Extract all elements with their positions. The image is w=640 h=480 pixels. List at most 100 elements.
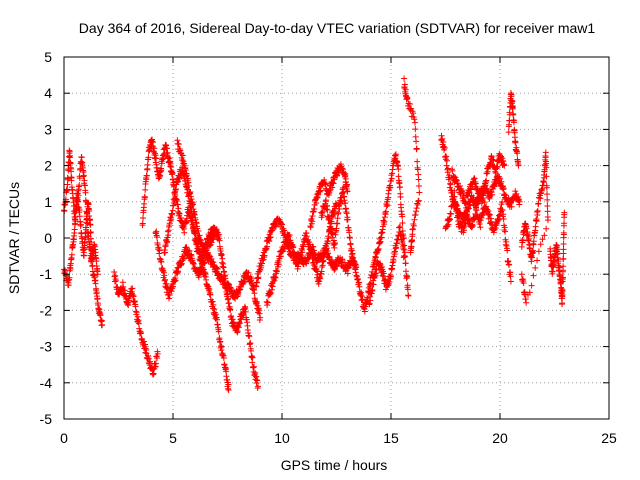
data-point-marker xyxy=(64,175,71,182)
data-point-marker xyxy=(449,202,456,209)
data-point-marker xyxy=(399,213,406,220)
data-point-marker xyxy=(242,308,249,315)
data-point-marker xyxy=(447,210,454,217)
data-point-marker xyxy=(129,285,136,292)
data-point-marker xyxy=(443,153,450,160)
data-point-marker xyxy=(203,255,210,262)
x-tick-label: 25 xyxy=(601,430,617,446)
data-point-marker xyxy=(410,221,417,228)
data-point-marker xyxy=(493,163,500,170)
data-point-marker xyxy=(176,174,183,181)
data-point-marker xyxy=(317,187,324,194)
data-point-marker xyxy=(413,208,420,215)
data-point-marker xyxy=(220,354,227,361)
data-point-marker xyxy=(518,243,525,250)
y-tick-label: 4 xyxy=(44,85,52,101)
data-point-marker xyxy=(297,256,304,263)
data-point-marker xyxy=(156,247,163,254)
data-point-marker xyxy=(451,187,458,194)
data-point-marker xyxy=(414,200,421,207)
data-point-marker xyxy=(560,263,567,270)
data-point-marker xyxy=(354,275,361,282)
data-point-marker xyxy=(544,217,551,224)
data-point-marker xyxy=(509,98,516,105)
data-point-marker xyxy=(158,258,165,265)
data-point-marker xyxy=(445,165,452,172)
data-point-marker xyxy=(76,182,83,189)
data-point-marker xyxy=(544,202,551,209)
data-point-marker xyxy=(528,282,535,289)
data-point-marker xyxy=(335,209,342,216)
data-point-marker xyxy=(542,149,549,156)
data-point-marker xyxy=(277,253,284,260)
data-point-marker xyxy=(256,310,263,317)
data-point-marker xyxy=(402,260,409,267)
data-point-marker xyxy=(253,373,260,380)
data-point-marker xyxy=(99,321,106,328)
data-point-marker xyxy=(249,354,256,361)
data-point-marker xyxy=(72,216,79,223)
data-point-marker xyxy=(344,216,351,223)
data-point-marker xyxy=(353,264,360,271)
data-point-marker xyxy=(210,301,217,308)
y-tick-label: -1 xyxy=(40,266,53,282)
data-point-marker xyxy=(298,252,305,259)
data-point-marker xyxy=(82,189,89,196)
data-point-marker xyxy=(154,355,161,362)
data-point-marker xyxy=(512,138,519,145)
data-point-marker xyxy=(76,175,83,182)
data-point-marker xyxy=(401,81,408,88)
data-point-marker xyxy=(133,309,140,316)
data-point-marker xyxy=(343,210,350,217)
data-point-marker xyxy=(466,189,473,196)
data-point-marker xyxy=(198,268,205,275)
data-point-marker xyxy=(520,289,527,296)
data-point-marker xyxy=(68,251,75,258)
data-point-marker xyxy=(560,241,567,247)
data-point-marker xyxy=(472,180,479,187)
data-point-marker xyxy=(388,175,395,182)
data-point-marker xyxy=(68,174,75,181)
data-point-marker xyxy=(251,290,258,297)
data-point-marker xyxy=(410,110,417,117)
data-point-marker xyxy=(173,270,180,277)
data-point-marker xyxy=(267,234,274,241)
data-point-marker xyxy=(324,206,331,213)
data-point-marker xyxy=(225,300,232,307)
data-point-marker xyxy=(170,202,177,209)
data-point-marker xyxy=(405,100,412,107)
y-tick-label: 2 xyxy=(44,158,52,174)
data-point-marker xyxy=(486,211,493,218)
data-point-marker xyxy=(499,207,506,214)
data-point-marker xyxy=(413,145,420,152)
data-point-marker xyxy=(500,216,507,223)
data-point-marker xyxy=(544,208,551,215)
data-point-marker xyxy=(150,370,157,377)
data-point-marker xyxy=(240,279,247,286)
data-point-marker xyxy=(325,235,332,242)
data-point-marker xyxy=(252,369,259,376)
data-point-marker xyxy=(162,276,169,283)
data-point-marker xyxy=(388,273,394,280)
data-point-marker xyxy=(402,253,409,260)
data-point-marker xyxy=(532,264,539,271)
data-point-marker xyxy=(83,198,90,205)
data-point-marker xyxy=(530,238,537,245)
data-point-marker xyxy=(559,300,566,307)
data-point-marker xyxy=(179,152,186,159)
data-point-marker xyxy=(67,265,74,272)
data-point-marker xyxy=(414,166,421,173)
x-axis-ticks: 0 5 10 15 20 25 xyxy=(60,57,617,446)
data-point-marker xyxy=(344,187,351,194)
data-point-marker xyxy=(560,255,567,262)
data-point-marker xyxy=(505,195,512,202)
data-point-marker xyxy=(140,215,147,222)
data-point-marker xyxy=(261,252,268,259)
data-point-marker xyxy=(469,222,476,229)
data-point-marker xyxy=(519,237,526,244)
data-point-marker xyxy=(152,152,159,159)
data-point-marker xyxy=(125,302,132,309)
data-point-marker xyxy=(386,278,393,285)
data-point-marker xyxy=(163,280,170,287)
y-tick-label: 5 xyxy=(44,49,52,65)
